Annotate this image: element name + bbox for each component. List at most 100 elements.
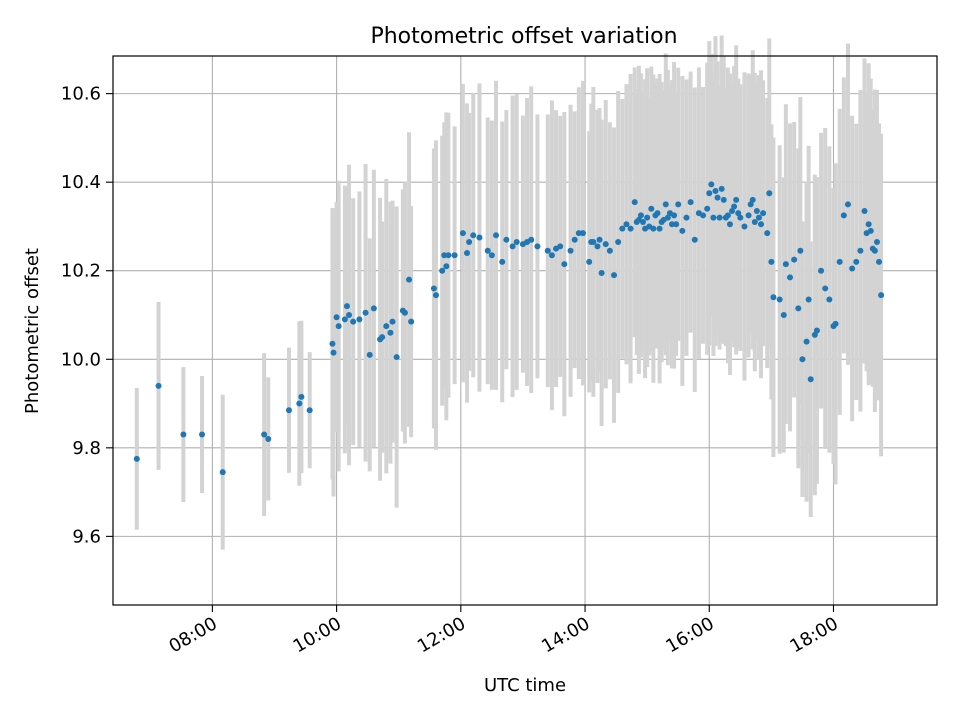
data-point (687, 199, 694, 206)
data-point (571, 236, 578, 243)
data-point (401, 309, 408, 316)
data-point (370, 305, 377, 312)
data-point (451, 252, 458, 259)
data-point (548, 252, 555, 259)
data-point (753, 207, 760, 214)
y-tick-label: 9.8 (72, 438, 101, 459)
data-point (656, 225, 663, 232)
data-point (366, 351, 373, 358)
data-point (579, 230, 586, 237)
data-point (745, 212, 752, 219)
data-point (379, 334, 386, 341)
plot-frame (112, 55, 938, 606)
data-point (503, 236, 510, 243)
data-point (296, 400, 303, 407)
data-point (470, 232, 477, 239)
data-point (493, 232, 500, 239)
data-point (341, 316, 348, 323)
data-point (720, 196, 727, 203)
data-point (861, 207, 868, 214)
chart-title: Photometric offset variation (370, 24, 677, 49)
data-point (567, 247, 574, 254)
data-point (285, 407, 292, 414)
data-point (691, 236, 698, 243)
x-tick-label: 16:00 (662, 613, 717, 657)
data-point (575, 230, 582, 237)
data-point (853, 258, 860, 265)
data-point (791, 256, 798, 263)
data-point (782, 261, 789, 268)
data-point (484, 247, 491, 254)
data-point (683, 214, 690, 221)
data-point (430, 285, 437, 292)
data-point (619, 225, 626, 232)
data-point (708, 181, 715, 188)
data-point (795, 305, 802, 312)
data-point (590, 238, 597, 245)
data-point (867, 227, 874, 234)
data-point (644, 214, 651, 221)
data-point (343, 303, 350, 310)
data-point (627, 225, 634, 232)
data-point (832, 320, 839, 327)
data-point (298, 393, 305, 400)
y-axis-label: Photometric offset (22, 248, 43, 414)
x-axis-label: UTC time (484, 675, 566, 696)
data-point (712, 188, 719, 195)
data-point (876, 258, 883, 265)
data-point (731, 203, 738, 210)
data-point (602, 241, 609, 248)
data-point (755, 214, 762, 221)
data-point (878, 292, 885, 299)
data-point (335, 323, 342, 330)
data-point (432, 292, 439, 299)
data-point (813, 327, 820, 334)
data-point (803, 338, 810, 345)
data-point (648, 205, 655, 212)
data-point (513, 238, 520, 245)
data-point (733, 196, 740, 203)
data-point (594, 243, 601, 250)
x-tick-label: 08:00 (165, 613, 220, 657)
data-point (544, 247, 551, 254)
data-point (662, 201, 669, 208)
data-point (586, 258, 593, 265)
data-point (700, 212, 707, 219)
data-point (787, 274, 794, 281)
error-bars (134, 35, 884, 550)
data-point (844, 201, 851, 208)
data-point (770, 294, 777, 301)
data-point (724, 212, 731, 219)
x-tick-label: 18:00 (787, 613, 842, 657)
data-point (393, 354, 400, 361)
data-point (776, 296, 783, 303)
data-point (346, 312, 353, 319)
data-point (716, 214, 723, 221)
data-point (822, 285, 829, 292)
data-point (306, 407, 313, 414)
data-point (387, 329, 394, 336)
data-point (356, 316, 363, 323)
data-point (406, 276, 413, 283)
data-point (768, 258, 775, 265)
y-axis-ticks: 9.6 9.8 10.0 10.2 10.4 10.6 (61, 84, 113, 547)
data-point (704, 205, 711, 212)
data-point (459, 230, 466, 237)
data-point (673, 221, 680, 228)
data-point (840, 212, 847, 219)
data-point (219, 469, 226, 476)
data-point (133, 455, 140, 462)
data-point (561, 261, 568, 268)
data-point (509, 243, 516, 250)
x-axis-ticks: 08:00 10:00 12:00 14:00 16:00 18:00 (165, 605, 842, 657)
data-point (557, 243, 564, 250)
data-point (408, 318, 415, 325)
data-point (714, 194, 721, 201)
data-point (764, 230, 771, 237)
data-point (488, 252, 495, 259)
data-point (654, 210, 661, 217)
data-point (737, 214, 744, 221)
data-point (596, 236, 603, 243)
data-point (615, 238, 622, 245)
